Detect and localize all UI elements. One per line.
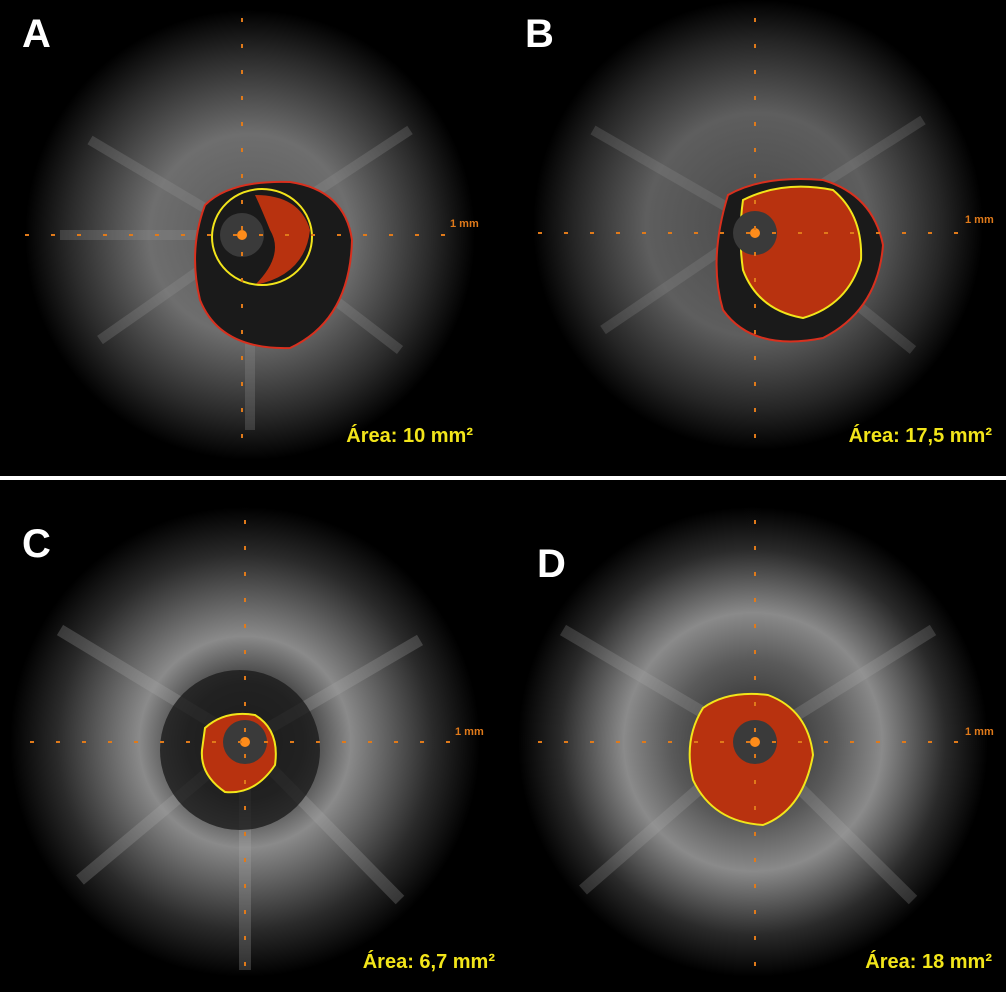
ivus-image-a (25, 10, 475, 460)
ivus-panel-d: D 1 mm Área: 18 mm² (503, 480, 1006, 992)
panel-label: C (22, 522, 51, 566)
ivus-panel-b: B 1 mm Área: 17,5 mm² (503, 0, 1006, 476)
ivus-panel-c: C 1 mm Área: 6,7 mm² (0, 480, 503, 992)
scale-label: 1 mm (965, 214, 994, 226)
catheter-center-marker (750, 737, 760, 747)
scale-label: 1 mm (965, 726, 994, 738)
area-label: Área: 6,7 mm² (362, 951, 495, 973)
panel-divider (0, 476, 1006, 480)
area-label: Área: 17,5 mm² (848, 425, 992, 447)
scale-label: 1 mm (450, 218, 479, 230)
catheter-center-marker (750, 228, 760, 238)
catheter-center-marker (237, 230, 247, 240)
panel-label: B (525, 12, 554, 56)
ivus-panel-a: A 1 mm Área: 10 mm² (0, 0, 503, 476)
panel-label: D (537, 542, 566, 586)
ivus-image-c (10, 507, 480, 980)
scale-label: 1 mm (455, 726, 484, 738)
panel-label: A (22, 12, 51, 56)
area-label: Área: 18 mm² (865, 951, 992, 973)
ivus-image-b (533, 0, 983, 460)
area-label: Área: 10 mm² (346, 425, 473, 447)
catheter-center-marker (240, 737, 250, 747)
blood-region (255, 195, 310, 285)
lumen-contour (211, 188, 313, 286)
ivus-image-d (518, 507, 988, 980)
